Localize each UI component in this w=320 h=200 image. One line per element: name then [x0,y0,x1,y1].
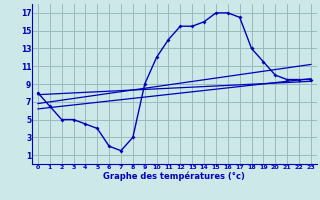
X-axis label: Graphe des températures (°c): Graphe des températures (°c) [103,171,245,181]
